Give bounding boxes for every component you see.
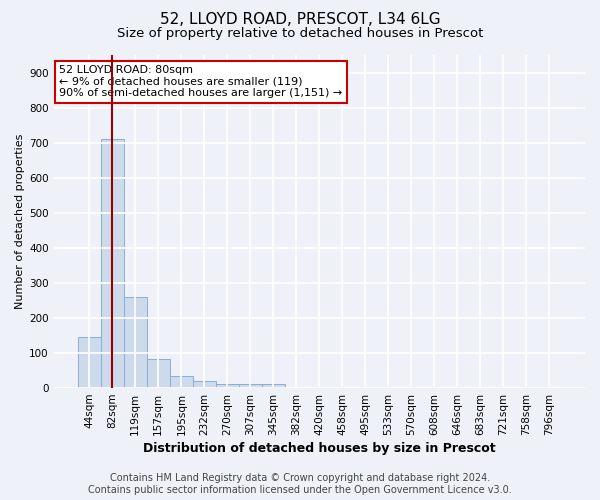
Bar [216,384,239,388]
Bar [170,376,193,388]
Bar [262,384,285,388]
Bar [239,384,262,388]
Text: Contains HM Land Registry data © Crown copyright and database right 2024.
Contai: Contains HM Land Registry data © Crown c… [88,474,512,495]
Y-axis label: Number of detached properties: Number of detached properties [15,134,25,309]
X-axis label: Distribution of detached houses by size in Prescot: Distribution of detached houses by size … [143,442,496,455]
Bar [101,139,124,388]
Bar [147,359,170,388]
Text: 52, LLOYD ROAD, PRESCOT, L34 6LG: 52, LLOYD ROAD, PRESCOT, L34 6LG [160,12,440,28]
Bar [124,297,147,388]
Bar [193,381,216,388]
Bar [78,337,101,388]
Text: Size of property relative to detached houses in Prescot: Size of property relative to detached ho… [117,28,483,40]
Text: 52 LLOYD ROAD: 80sqm
← 9% of detached houses are smaller (119)
90% of semi-detac: 52 LLOYD ROAD: 80sqm ← 9% of detached ho… [59,65,342,98]
